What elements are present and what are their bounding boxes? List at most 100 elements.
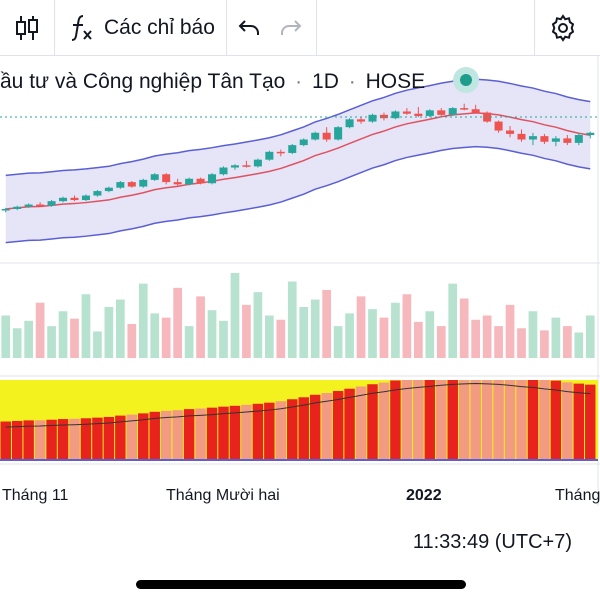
candle-body	[402, 111, 411, 114]
volume-bar	[368, 309, 377, 358]
candle-body	[483, 112, 492, 122]
candle-body	[47, 201, 56, 206]
volume-bar	[505, 304, 515, 358]
candle-body	[322, 132, 331, 140]
oscillator-bar	[470, 380, 481, 460]
volume-bar	[219, 320, 228, 358]
oscillator-bar	[401, 380, 413, 460]
oscillator-bar	[585, 384, 596, 460]
oscillator-bar	[390, 380, 401, 460]
candle-body	[288, 145, 297, 153]
volume-bar	[517, 328, 526, 358]
candle-body	[81, 195, 90, 201]
symbol-legend[interactable]: ầu tư và Công nghiệp Tân Tạo · 1D · HOSE	[0, 70, 425, 94]
band-fill	[5, 79, 591, 243]
candle-body	[276, 151, 285, 154]
x-tick-label: 2022	[406, 487, 442, 504]
volume-bar	[345, 313, 354, 358]
volume-bar	[459, 298, 469, 358]
home-indicator[interactable]	[136, 580, 466, 589]
volume-bar	[482, 315, 492, 358]
oscillator-bar	[69, 418, 80, 460]
candle-body	[506, 130, 515, 134]
oscillator-signal-line	[5, 383, 591, 428]
oscillator-bar	[92, 417, 103, 460]
candle-body	[116, 182, 125, 188]
oscillator-bar	[539, 380, 550, 460]
oscillator-bar	[218, 406, 229, 460]
candle-body	[150, 174, 159, 180]
candle-body	[265, 151, 274, 160]
chart-type-button[interactable]	[0, 0, 54, 55]
undo-button[interactable]	[228, 0, 270, 55]
undo-icon	[238, 19, 259, 35]
volume-bar	[425, 311, 435, 358]
oscillator-bar	[378, 382, 390, 460]
oscillator-bar	[458, 380, 470, 460]
volume-bar	[574, 332, 584, 358]
volume-bar	[585, 315, 595, 358]
candle-body	[24, 204, 33, 207]
candle-body	[471, 109, 480, 113]
symbol-exchange: HOSE	[365, 70, 426, 93]
volume-bar	[127, 324, 137, 358]
candle-body	[414, 113, 423, 116]
function-icon	[71, 14, 92, 41]
oscillator-bar	[241, 404, 252, 460]
x-tick-label: Tháng Mười hai	[166, 487, 280, 504]
volume-bar	[173, 287, 183, 358]
volume-bar	[161, 317, 171, 358]
toolbar-divider	[226, 0, 227, 55]
status-indicator-dot[interactable]	[460, 74, 472, 86]
candle-body	[494, 121, 503, 131]
volume-bar	[402, 294, 412, 358]
candle-body	[104, 187, 113, 192]
indicators-label: Các chỉ báo	[104, 15, 215, 39]
candle-body	[253, 159, 262, 167]
volume-bar	[242, 304, 251, 358]
oscillator-bar	[172, 410, 183, 460]
candle-body	[230, 165, 239, 168]
candle-body	[162, 174, 171, 183]
volume-bar	[1, 315, 11, 358]
price-chart[interactable]: Tháng 11 Tháng Mười hai 2022 Tháng	[0, 56, 600, 506]
band-middle-line	[5, 112, 591, 210]
oscillator-bar	[138, 413, 149, 460]
volume-bar	[138, 283, 148, 358]
redo-icon	[281, 19, 302, 35]
oscillator-bar	[527, 380, 539, 460]
volume-bar	[494, 326, 503, 358]
clock-timezone[interactable]: 11:33:49 (UTC+7)	[412, 531, 572, 553]
volume-bar	[115, 299, 125, 358]
oscillator-bar	[424, 380, 436, 460]
bollinger-bands	[5, 78, 591, 244]
volume-bar	[47, 326, 56, 358]
candle-body	[70, 197, 79, 201]
candle-body	[551, 138, 560, 142]
volume-bar	[81, 294, 91, 358]
indicators-button[interactable]: Các chỉ báo	[62, 0, 230, 55]
volume-bar	[528, 311, 538, 358]
candle-body	[93, 191, 102, 196]
bar-chart-icon	[16, 15, 38, 40]
candle-body	[334, 127, 343, 140]
settings-button[interactable]	[540, 0, 586, 55]
oscillator-bar	[287, 399, 298, 460]
toolbar-divider	[534, 0, 535, 55]
candle-body	[517, 133, 526, 140]
oscillator-bar	[195, 408, 206, 460]
volume-bar	[551, 317, 561, 358]
oscillator-bar	[160, 410, 172, 460]
candle-body	[425, 110, 434, 116]
redo-button[interactable]	[270, 0, 312, 55]
volume-bar	[436, 326, 446, 358]
volume-bar	[264, 315, 274, 358]
volume-bar	[333, 326, 343, 358]
candle-body	[528, 136, 537, 140]
candle-body	[185, 178, 194, 185]
volume-bar	[310, 299, 320, 358]
oscillator-bar	[34, 420, 46, 460]
gear-icon	[551, 13, 575, 42]
candle-body	[563, 138, 572, 143]
volume-bar	[58, 311, 68, 358]
